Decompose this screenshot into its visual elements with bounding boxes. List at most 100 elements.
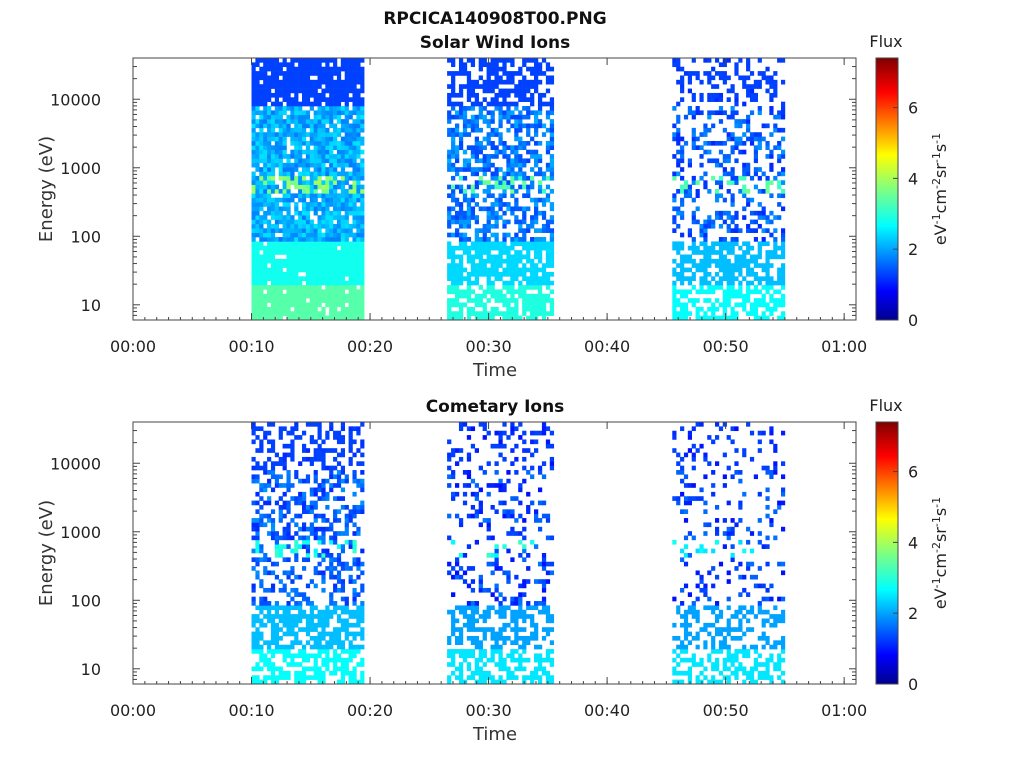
heatmap-cell (267, 649, 272, 654)
heatmap-cell (255, 184, 260, 190)
heatmap-cell (474, 491, 479, 497)
heatmap-cell (545, 162, 551, 168)
heatmap-cell (537, 180, 543, 185)
heatmap-cell (294, 513, 299, 519)
heatmap-cell (336, 544, 342, 549)
heatmap-cell (549, 171, 555, 177)
heatmap-cell (286, 470, 291, 475)
heatmap-cell (672, 106, 677, 111)
heatmap-cell (352, 631, 357, 637)
heatmap-cell (336, 263, 342, 268)
heatmap-cell (274, 609, 279, 615)
heatmap-cell (502, 258, 507, 264)
heatmap-cell (267, 114, 272, 120)
heatmap-cell (321, 215, 326, 220)
heatmap-cell (329, 202, 334, 207)
heatmap-cell (466, 614, 472, 619)
heatmap-cell (270, 531, 276, 536)
heatmap-cell (259, 254, 264, 260)
heatmap-cell (522, 237, 527, 242)
heatmap-cell (451, 71, 456, 76)
heatmap-cell (474, 666, 479, 672)
heatmap-cell (309, 184, 314, 190)
heatmap-cell (466, 97, 472, 102)
heatmap-cell (251, 136, 256, 142)
heatmap-cell (360, 254, 365, 260)
heatmap-cell (718, 258, 724, 264)
heatmap-cell (549, 465, 555, 471)
heatmap-cell (321, 289, 326, 295)
heatmap-cell (738, 75, 743, 81)
heatmap-cell (773, 71, 778, 76)
heatmap-cell (680, 276, 685, 281)
heatmap-cell (282, 631, 287, 637)
heatmap-cell (749, 210, 755, 216)
heatmap-cell (348, 640, 353, 645)
heatmap-cell (305, 114, 311, 120)
heatmap-cell (510, 180, 515, 185)
heatmap-cell (336, 439, 342, 445)
heatmap-cell (305, 158, 311, 164)
heatmap-cell (290, 443, 295, 449)
heatmap-cell (356, 79, 361, 85)
heatmap-cell (325, 193, 330, 199)
heatmap-cell (676, 140, 681, 146)
heatmap-cell (482, 302, 487, 308)
heatmap-cell (251, 223, 256, 229)
heatmap-cell (478, 509, 483, 514)
heatmap-cell (274, 531, 279, 536)
heatmap-cell (506, 119, 511, 124)
x-tick-label: 00:00 (110, 337, 156, 356)
heatmap-cell (510, 62, 515, 68)
heatmap-cell (294, 75, 299, 81)
heatmap-cell (537, 210, 543, 216)
heatmap-cell (711, 311, 716, 316)
heatmap-cell (470, 601, 476, 606)
heatmap-cell (506, 258, 511, 264)
heatmap-cell (356, 219, 361, 225)
heatmap-cell (680, 271, 685, 277)
heatmap-cell (474, 483, 479, 488)
heatmap-cell (255, 167, 260, 172)
heatmap-cell (777, 171, 782, 177)
heatmap-cell (718, 237, 724, 242)
heatmap-cell (734, 92, 739, 98)
heatmap-cell (336, 258, 342, 264)
heatmap-cell (263, 62, 268, 68)
heatmap-cell (549, 675, 555, 680)
heatmap-cell (294, 245, 299, 251)
heatmap-cell (486, 561, 491, 567)
heatmap-cell (286, 306, 291, 312)
heatmap-cell (298, 640, 303, 645)
heatmap-cell (329, 302, 334, 308)
heatmap-cell (344, 596, 349, 602)
heatmap-cell (466, 285, 472, 290)
heatmap-cell (329, 210, 334, 216)
heatmap-cell (352, 79, 357, 85)
heatmap-cell (274, 215, 279, 220)
heatmap-cell (290, 75, 295, 81)
heatmap-cell (267, 110, 272, 116)
heatmap-cell (537, 71, 543, 76)
heatmap-cell (541, 474, 547, 480)
heatmap-cell (333, 136, 338, 142)
heatmap-cell (340, 422, 346, 427)
heatmap-cell (545, 653, 551, 659)
heatmap-cell (340, 197, 346, 203)
heatmap-cell (545, 140, 551, 146)
heatmap-cell (274, 237, 279, 242)
heatmap-cell (490, 62, 495, 68)
heatmap-cell (270, 280, 276, 286)
heatmap-cell (545, 110, 551, 116)
heatmap-cell (305, 58, 311, 63)
heatmap-cell (522, 302, 527, 308)
heatmap-cell (518, 254, 523, 260)
heatmap-cell (490, 193, 495, 199)
heatmap-cell (313, 162, 318, 168)
heatmap-cell (522, 456, 527, 462)
heatmap-cell (522, 58, 527, 63)
heatmap-cell (360, 443, 365, 449)
heatmap-cell (305, 241, 311, 247)
heatmap-cell (263, 553, 268, 558)
heatmap-cell (510, 88, 515, 94)
